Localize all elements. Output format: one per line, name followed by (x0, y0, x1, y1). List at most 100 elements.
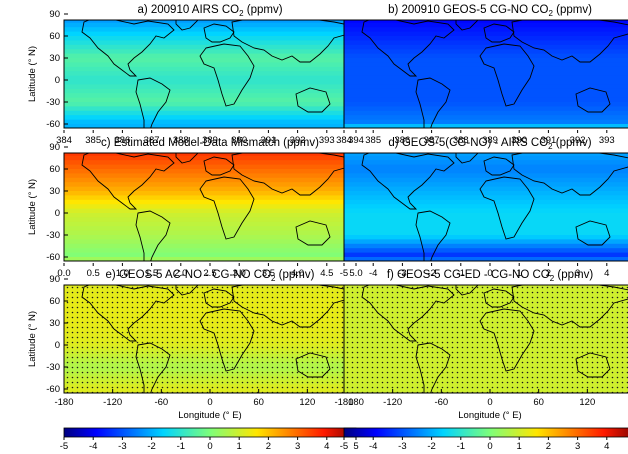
colorbar-tick-label: -5 (340, 268, 348, 279)
heatmap-band (64, 58, 356, 63)
colorbar-tick-label: 2 (546, 441, 551, 452)
heatmap-band (64, 191, 356, 196)
heatmap-band (344, 93, 628, 99)
lon-tick-label: -120 (383, 397, 402, 408)
heatmap-band (64, 195, 356, 201)
panel-title: e) GEOS-5 AC-NO - CG-NO CO2 (ppmv) (106, 269, 315, 283)
heatmap-band (344, 248, 628, 254)
colorbar-tick-label: 389 (482, 135, 498, 146)
colorbar-tick-label: 4 (604, 268, 609, 279)
colorbar-tick-label: 0 (487, 268, 492, 279)
y-axis-label: Latitude (° N) (27, 179, 38, 235)
colorbar-tick-label: 4 (604, 441, 609, 452)
heatmap-band (344, 191, 628, 196)
lon-tick-label: -60 (154, 397, 168, 408)
colorbar-tick-label: 2.5 (203, 268, 216, 279)
panel-d: d) GEOS-5(CG-NO) - AIRS CO2 (ppmv)-5 -4 -3… (340, 137, 628, 279)
heatmap-band (344, 261, 628, 266)
colorbar-tick-label: 5 (353, 441, 358, 452)
colorbar-tick-label: 392 (290, 135, 306, 146)
lat-tick-label: -60 (46, 384, 60, 395)
lon-tick-label: -180 (334, 397, 353, 408)
panel-title-text: c) Estimated Model-Data Mismatch (ppmv) (101, 137, 319, 149)
colorbar-tick-label: 389 (202, 135, 218, 146)
colorbar-tick-label: 394 (348, 135, 364, 146)
colorbar (343, 427, 628, 438)
heatmap-band (64, 62, 356, 68)
colorbar-tick-label: 391 (260, 135, 276, 146)
lat-tick-label: 30 (49, 318, 60, 329)
heatmap-band (344, 71, 628, 77)
colorbar-tick-label: 0 (487, 441, 492, 452)
panel-title-units: (ppmv) (244, 4, 283, 16)
heatmap-band (344, 128, 628, 133)
heatmap-field (344, 285, 628, 393)
colorbar-tick-label: 3.0 (233, 268, 246, 279)
panel-title-subscript: 2 (271, 274, 276, 283)
colorbar-tick-label: -1 (177, 441, 185, 452)
heatmap-band (344, 173, 628, 179)
heatmap-band (64, 208, 356, 214)
heatmap-band (344, 53, 628, 59)
heatmap-band (344, 177, 628, 183)
panel-title-subscript: 2 (550, 274, 555, 283)
panel-f: f) GEOS-5 CG-ED - CG-NO CO2 (ppmv)-180 -1… (334, 269, 628, 452)
lat-tick-label: 90 (49, 274, 60, 285)
colorbar-tick-label: 385 (85, 135, 101, 146)
heatmap-band (344, 22, 628, 28)
heatmap-field (64, 285, 356, 393)
lat-tick-label: 0 (55, 340, 60, 351)
heatmap-band (64, 169, 356, 174)
panel-e: e) GEOS-5 AC-NO - CG-NO CO2 (ppmv)906030… (27, 269, 364, 452)
heatmap-band (64, 93, 356, 99)
heatmap-band (344, 257, 628, 261)
heatmap-band (344, 31, 628, 37)
colorbar-tick-label: 5.0 (349, 268, 362, 279)
panel-title-text: f) GEOS-5 CG-ED - CG-NO CO (387, 269, 550, 281)
heatmap-band (344, 88, 628, 94)
colorbar-tick-label: 4.5 (320, 268, 333, 279)
colorbar-tick-label: -1 (457, 268, 465, 279)
colorbar-tick-label: 4 (324, 441, 329, 452)
panel-title: a) 200910 AIRS CO2 (ppmv) (137, 4, 282, 18)
lat-tick-label: -60 (46, 119, 60, 130)
colorbar-tick-label: 390 (511, 135, 527, 146)
colorbar-tick-label: 1 (517, 441, 522, 452)
heatmap-band (344, 239, 628, 245)
panel-title-text: e) GEOS-5 AC-NO - CG-NO CO (106, 269, 272, 281)
panel-title: b) 200910 GEOS-5 CG-NO CO2 (ppmv) (388, 4, 592, 18)
heatmap-band (344, 186, 628, 192)
colorbar-tick-label: -2 (147, 441, 155, 452)
heatmap-band (64, 124, 356, 128)
panel-c: c) Estimated Model-Data Mismatch (ppmv) 9… (27, 137, 363, 279)
lon-tick-label: -120 (103, 397, 122, 408)
heatmap-band (344, 243, 628, 249)
heatmap-band (64, 213, 356, 218)
colorbar-tick-label: 391 (540, 135, 556, 146)
panel-title-units: (ppmv) (553, 137, 592, 149)
heatmap-band (64, 217, 356, 223)
heatmap-band (64, 199, 356, 205)
heatmap-band (344, 235, 628, 240)
colorbar-tick-label: 388 (173, 135, 189, 146)
lon-tick-label: 0 (487, 397, 492, 408)
panel-title-units: (ppmv) (553, 4, 592, 16)
panel-title-units: (ppmv) (275, 269, 314, 281)
lon-tick-label: 0 (207, 397, 212, 408)
colorbar-tick-label: 393 (319, 135, 335, 146)
panel-b: b) 200910 GEOS-5 CG-NO CO2 (ppmv)384 385 3… (336, 4, 628, 146)
heatmap-band (64, 164, 356, 170)
heatmap-band (344, 208, 628, 214)
heatmap-band (344, 119, 628, 125)
heatmap-band (64, 27, 356, 33)
heatmap-band (344, 80, 628, 85)
heatmap-band (64, 239, 356, 245)
heatmap-band (64, 40, 356, 46)
heatmap-band (64, 36, 356, 41)
heatmap-band (344, 58, 628, 63)
heatmap-band (344, 44, 628, 50)
lat-tick-label: 0 (55, 208, 60, 219)
colorbar-tick-label: -4 (369, 268, 377, 279)
colorbar-tick-label: -1 (457, 441, 465, 452)
colorbar-tick-label: 0.0 (57, 268, 70, 279)
